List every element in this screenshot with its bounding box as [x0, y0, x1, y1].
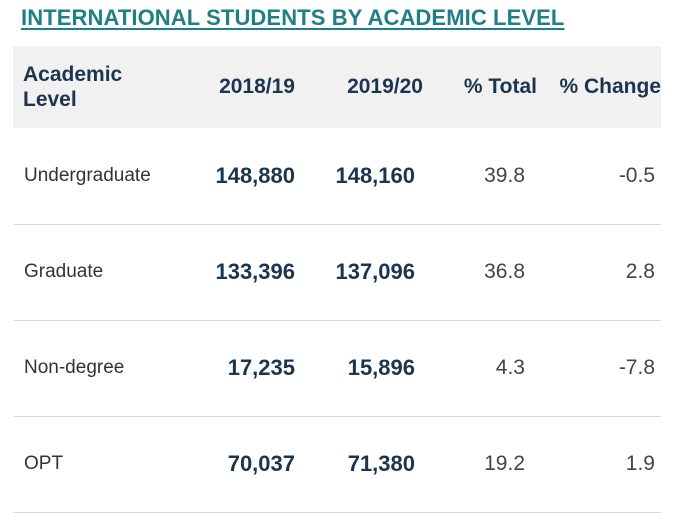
- row-2019-20: 148,160: [335, 162, 415, 188]
- table-row: Undergraduate 148,880 148,160 39.8 -0.5: [13, 128, 661, 224]
- row-pct-total: 36.8: [484, 260, 525, 283]
- header-academic-level-line2: Level: [23, 88, 77, 111]
- row-level: Non-degree: [24, 357, 125, 378]
- table-row: Graduate 133,396 137,096 36.8 2.8: [13, 224, 661, 320]
- row-2018-19: 17,235: [227, 355, 295, 380]
- row-level: Graduate: [24, 261, 104, 282]
- row-level: OPT: [24, 453, 64, 474]
- page-title: INTERNATIONAL STUDENTS BY ACADEMIC LEVEL: [21, 5, 565, 30]
- header-pct-change: % Change: [559, 75, 661, 99]
- row-pct-change: 1.9: [625, 452, 655, 475]
- header-2019-20: 2019/20: [347, 75, 423, 99]
- row-2019-20: 137,096: [335, 259, 415, 284]
- row-pct-change: 2.8: [625, 260, 655, 283]
- row-pct-total: 19.2: [484, 452, 525, 475]
- row-2018-19: 70,037: [227, 451, 295, 476]
- row-pct-total: 4.3: [495, 356, 525, 379]
- row-2018-19: 148,880: [215, 162, 295, 188]
- row-pct-change: -7.8: [618, 356, 655, 379]
- header-2018-19: 2018/19: [219, 75, 295, 99]
- row-2019-20: 15,896: [347, 355, 415, 380]
- table-row: Non-degree 17,235 15,896 4.3 -7.8: [13, 320, 661, 416]
- row-level: Undergraduate: [24, 164, 151, 186]
- table-header-row: Academic Level 2018/19 2019/20 % Total %…: [13, 46, 661, 128]
- row-2018-19: 133,396: [215, 259, 295, 284]
- row-2019-20: 71,380: [347, 451, 415, 476]
- row-pct-change: -0.5: [618, 163, 655, 187]
- header-academic-level-line1: Academic: [23, 62, 123, 86]
- academic-level-table: Academic Level 2018/19 2019/20 % Total %…: [13, 46, 661, 513]
- table-row: OPT 70,037 71,380 19.2 1.9: [13, 416, 661, 512]
- header-pct-total: % Total: [463, 75, 537, 99]
- row-pct-total: 39.8: [484, 163, 525, 187]
- header-academic-level: Academic Level: [13, 46, 181, 128]
